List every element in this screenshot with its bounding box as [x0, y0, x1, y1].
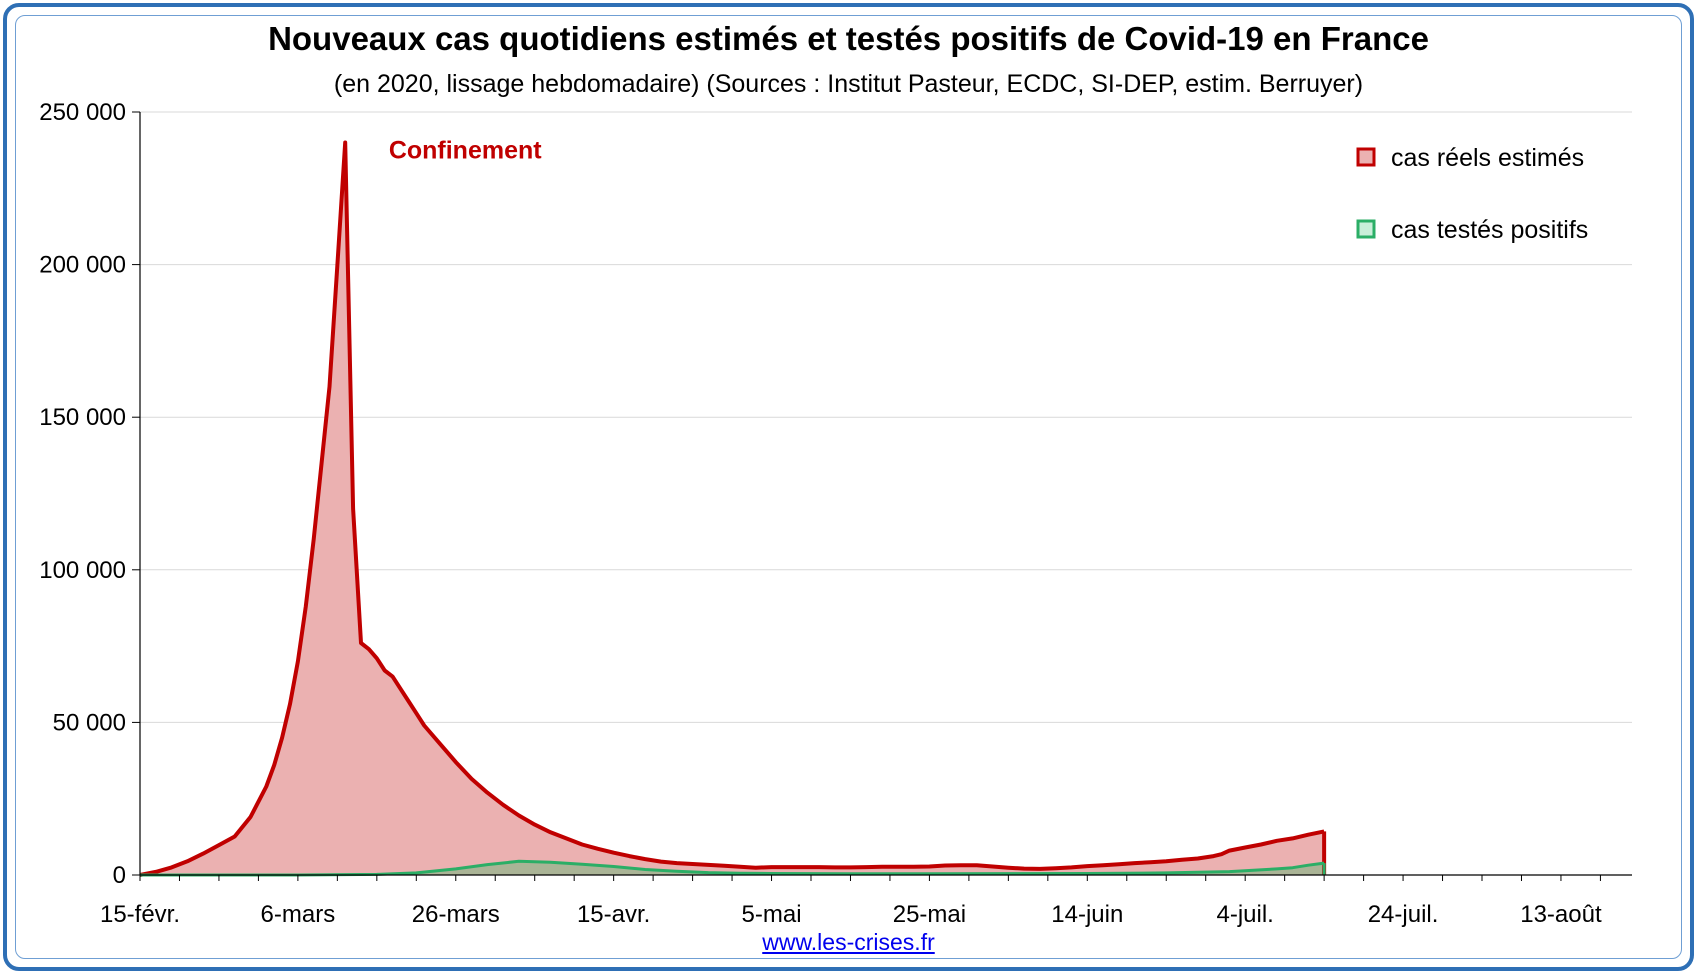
y-tick-label: 250 000: [39, 99, 126, 126]
series-line-estimated: [139, 140, 1325, 877]
chart-subtitle: (en 2020, lissage hebdomadaire) (Sources…: [333, 70, 1364, 98]
chart-frame-inner: [15, 15, 1682, 959]
series-line-tested: [140, 859, 1325, 877]
y-axis-ticks: 0 50 000 100 000 150 000 200 000 250 000: [39, 99, 140, 889]
x-tick-label: 13-août: [1520, 901, 1602, 928]
gridlines: [140, 111, 1632, 723]
legend-label-tested: cas testés positifs: [1391, 216, 1588, 244]
legend-swatch-estimated: [1356, 147, 1376, 167]
x-tick-label: 14-juin: [1051, 901, 1123, 928]
x-tick-label: 26-mars: [412, 901, 500, 928]
x-tick-label: 4-juil.: [1217, 901, 1274, 928]
y-tick-label: 150 000: [39, 404, 126, 431]
legend-label-estimated: cas réels estimés: [1391, 144, 1584, 172]
x-tick-label: 24-juil.: [1368, 901, 1439, 928]
x-axis-ticks: 15-févr. 6-mars 26-mars 15-avr. 5-mai 25-mai 1…: [100, 875, 1602, 928]
x-tick-label: 15-févr.: [100, 901, 180, 928]
y-tick-label: 200 000: [39, 252, 126, 279]
series-lines: [139, 140, 1327, 877]
axes: [139, 112, 1632, 876]
x-tick-label: 6-mars: [261, 901, 336, 928]
annotation-confinement: Confinement: [389, 137, 542, 165]
x-tick-label: 5-mai: [742, 901, 802, 928]
x-tick-label: 15-avr.: [577, 901, 650, 928]
y-tick-label: 0: [113, 862, 126, 889]
source-link[interactable]: www.les-crises.fr: [762, 929, 935, 955]
chart-title: Nouveaux cas quotidiens estimés et testé…: [268, 20, 1429, 57]
legend: cas réels estimés cas testés positifs: [1356, 144, 1588, 244]
y-tick-label: 50 000: [53, 709, 126, 736]
legend-swatch-tested: [1356, 219, 1376, 239]
y-tick-label: 100 000: [39, 557, 126, 584]
x-tick-label: 25-mai: [893, 901, 966, 928]
